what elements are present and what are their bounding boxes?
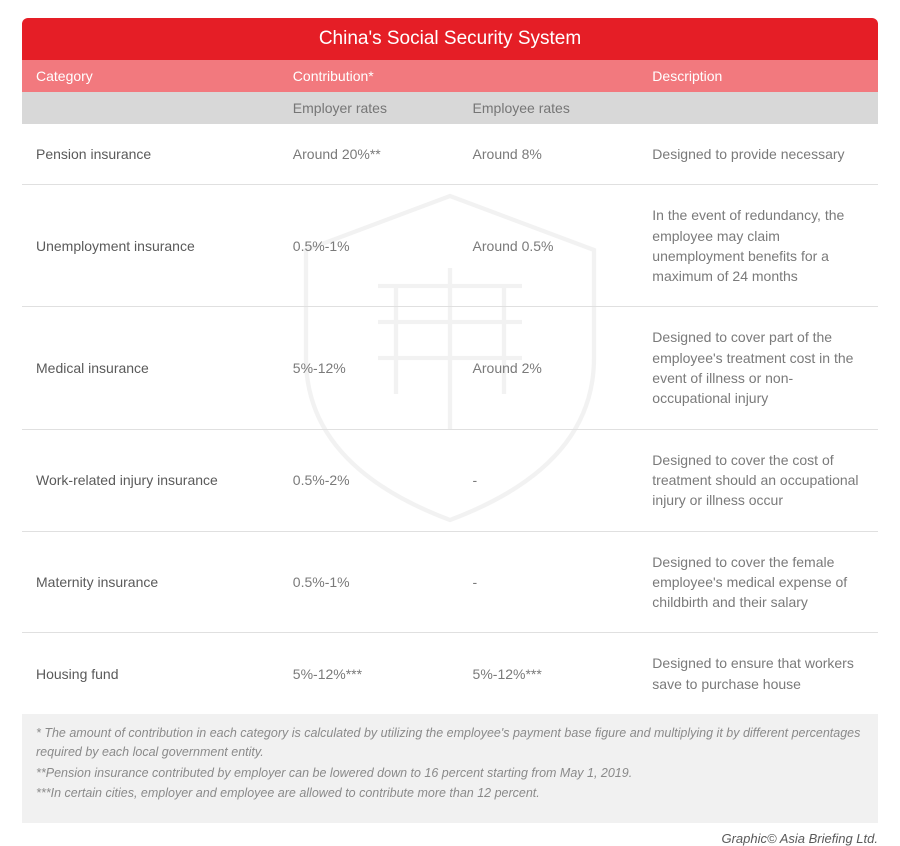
cell-category: Unemployment insurance xyxy=(22,185,279,307)
footnote-1: * The amount of contribution in each cat… xyxy=(36,724,864,762)
cell-category: Work-related injury insurance xyxy=(22,429,279,531)
social-security-table: Category Contribution* Description Emplo… xyxy=(22,60,878,714)
cell-description: Designed to cover part of the employee's… xyxy=(638,307,878,429)
table-row: Work-related injury insurance 0.5%-2% - … xyxy=(22,429,878,531)
subheader-row: Employer rates Employee rates xyxy=(22,92,878,124)
sub-employee: Employee rates xyxy=(459,92,639,124)
graphic-credit: Graphic© Asia Briefing Ltd. xyxy=(22,831,878,846)
footnotes: * The amount of contribution in each cat… xyxy=(22,714,878,823)
header-row: Category Contribution* Description xyxy=(22,60,878,92)
table-row: Maternity insurance 0.5%-1% - Designed t… xyxy=(22,531,878,633)
cell-employer: 0.5%-1% xyxy=(279,185,459,307)
cell-employee: 5%-12%*** xyxy=(459,633,639,714)
cell-description: Designed to cover the cost of treatment … xyxy=(638,429,878,531)
sub-empty2 xyxy=(638,92,878,124)
cell-description: Designed to provide necessary xyxy=(638,124,878,185)
cell-category: Housing fund xyxy=(22,633,279,714)
cell-employer: 0.5%-2% xyxy=(279,429,459,531)
cell-employee: Around 8% xyxy=(459,124,639,185)
col-description: Description xyxy=(638,60,878,92)
sub-empty xyxy=(22,92,279,124)
cell-description: Designed to cover the female employee's … xyxy=(638,531,878,633)
table-container: China's Social Security System Category … xyxy=(22,18,878,823)
footnote-3: ***In certain cities, employer and emplo… xyxy=(36,784,864,803)
table-row: Medical insurance 5%-12% Around 2% Desig… xyxy=(22,307,878,429)
table-row: Pension insurance Around 20%** Around 8%… xyxy=(22,124,878,185)
table-row: Housing fund 5%-12%*** 5%-12%*** Designe… xyxy=(22,633,878,714)
cell-employee: Around 0.5% xyxy=(459,185,639,307)
table-row: Unemployment insurance 0.5%-1% Around 0.… xyxy=(22,185,878,307)
table-title: China's Social Security System xyxy=(22,18,878,60)
cell-category: Medical insurance xyxy=(22,307,279,429)
cell-employee: - xyxy=(459,531,639,633)
col-contribution: Contribution* xyxy=(279,60,639,92)
cell-employer: 0.5%-1% xyxy=(279,531,459,633)
col-category: Category xyxy=(22,60,279,92)
cell-employee: - xyxy=(459,429,639,531)
cell-employer: Around 20%** xyxy=(279,124,459,185)
cell-employer: 5%-12%*** xyxy=(279,633,459,714)
cell-employee: Around 2% xyxy=(459,307,639,429)
cell-category: Pension insurance xyxy=(22,124,279,185)
cell-description: Designed to ensure that workers save to … xyxy=(638,633,878,714)
cell-category: Maternity insurance xyxy=(22,531,279,633)
cell-employer: 5%-12% xyxy=(279,307,459,429)
sub-employer: Employer rates xyxy=(279,92,459,124)
cell-description: In the event of redundancy, the employee… xyxy=(638,185,878,307)
footnote-2: **Pension insurance contributed by emplo… xyxy=(36,764,864,783)
